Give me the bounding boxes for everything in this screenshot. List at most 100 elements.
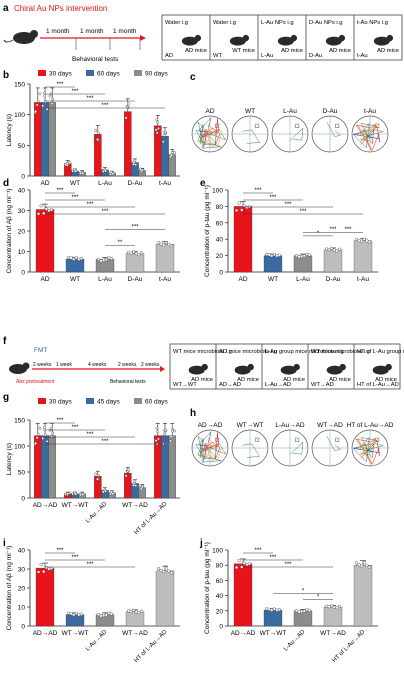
data-point <box>107 256 111 260</box>
data-point <box>79 257 84 261</box>
mouse-icon <box>181 36 198 46</box>
swim-path <box>197 123 222 148</box>
data-point <box>134 163 138 167</box>
data-point <box>109 257 114 261</box>
swim-path <box>352 436 380 463</box>
y-axis-label: Concentration of p-tau (pg ml⁻¹) <box>204 185 211 277</box>
mouse-icon-f <box>9 362 30 374</box>
data-point <box>99 259 103 263</box>
mouse-icon <box>234 365 251 375</box>
data-point <box>324 604 329 608</box>
data-point <box>72 613 76 617</box>
timeline-arrow-a <box>140 35 146 41</box>
y-tick-label: 30 <box>18 208 26 215</box>
trace-label: L-Au→AD <box>275 422 305 429</box>
sig-label: *** <box>86 202 94 208</box>
sig-label: *** <box>71 195 79 201</box>
box-group: WT→AD <box>311 382 334 388</box>
data-point <box>126 250 131 255</box>
swim-path <box>326 122 341 137</box>
data-point <box>337 247 342 251</box>
trace-label: AD→AD <box>198 422 223 429</box>
data-point <box>36 570 41 574</box>
legend-label: 60 days <box>145 399 169 406</box>
data-point <box>360 564 364 568</box>
data-point <box>240 565 244 569</box>
panel-f-label: f <box>3 336 7 347</box>
x-tick-label: L-Au <box>98 180 112 187</box>
swim-path <box>197 437 222 462</box>
box-mouse: AD mice <box>281 48 303 54</box>
x-tick-label: WT→WT <box>62 502 89 509</box>
data-point <box>97 131 100 135</box>
data-point <box>169 439 172 443</box>
x-tick-label: L-Au→AD <box>283 629 307 653</box>
sig-label: *** <box>254 188 262 194</box>
y-axis-label: Latency (s) <box>6 114 13 146</box>
box-treatment: AD mice microbiota i.g <box>219 349 277 355</box>
bar <box>35 567 55 627</box>
y-tick-label: 80 <box>216 204 224 211</box>
y-axis-label: Concentration of Aβ (ng ml⁻¹) <box>6 189 13 274</box>
data-point <box>162 570 166 574</box>
y-tick-label: 0 <box>21 496 25 503</box>
sig-label: *** <box>284 562 292 568</box>
swim-path <box>242 443 261 458</box>
sig-label: *** <box>86 96 94 102</box>
mouse-head-icon <box>290 34 298 42</box>
data-point <box>44 207 48 211</box>
data-point <box>36 433 40 436</box>
bar <box>293 610 313 627</box>
data-point <box>140 485 144 489</box>
sig-label: *** <box>101 209 109 215</box>
data-point <box>133 479 137 483</box>
panel-a-label: a <box>3 3 9 14</box>
swim-path <box>356 438 377 465</box>
mouse-head-icon <box>194 34 202 42</box>
y-tick-label: 0 <box>219 270 223 277</box>
y-tick-label: 40 <box>18 548 26 555</box>
data-point <box>275 254 279 258</box>
data-point <box>272 252 276 257</box>
data-point <box>234 208 239 213</box>
legend-swatch <box>38 70 46 76</box>
box-group: D-Au <box>309 53 322 59</box>
trace-label: L-Au <box>283 108 297 115</box>
y-tick-label: 20 <box>216 253 224 260</box>
data-point <box>324 247 329 251</box>
box-group: HT of L-Au→AD <box>357 382 399 388</box>
swim-paths-c: AD WT L-Au D-Au t-Au <box>191 108 389 153</box>
data-point <box>124 474 128 478</box>
box-mouse: WT mice <box>232 48 255 54</box>
duration-4: 2 weeks <box>118 362 137 368</box>
data-point <box>45 439 49 443</box>
data-point <box>270 608 274 612</box>
sig-label: *** <box>344 227 352 233</box>
data-point <box>264 607 269 611</box>
data-point <box>297 255 301 259</box>
bar <box>41 102 49 177</box>
panel-b-label: b <box>3 70 9 81</box>
data-point <box>96 138 99 141</box>
mouse-icon <box>280 365 297 375</box>
x-tick-label: L-Au→AD <box>85 501 109 525</box>
swim-path <box>356 124 377 151</box>
data-point <box>48 94 52 98</box>
data-point <box>127 102 130 106</box>
x-tick-label: L-Au <box>296 276 310 283</box>
data-point <box>305 608 309 612</box>
x-tick-label: D-Au <box>326 276 341 283</box>
data-point <box>124 116 128 120</box>
data-point <box>102 258 106 262</box>
duration-3: 4 weeks <box>88 362 107 368</box>
data-point <box>154 128 158 132</box>
data-point <box>132 250 136 254</box>
data-point <box>96 257 101 261</box>
data-point <box>302 609 306 613</box>
y-tick-label: 30 <box>18 567 26 574</box>
mouse-icon <box>373 36 390 46</box>
panel-c: c AD WT L-Au D-Au t-Au <box>190 72 389 153</box>
box-mouse: AD mice <box>329 377 351 383</box>
data-point <box>275 608 279 612</box>
data-point <box>337 604 342 609</box>
